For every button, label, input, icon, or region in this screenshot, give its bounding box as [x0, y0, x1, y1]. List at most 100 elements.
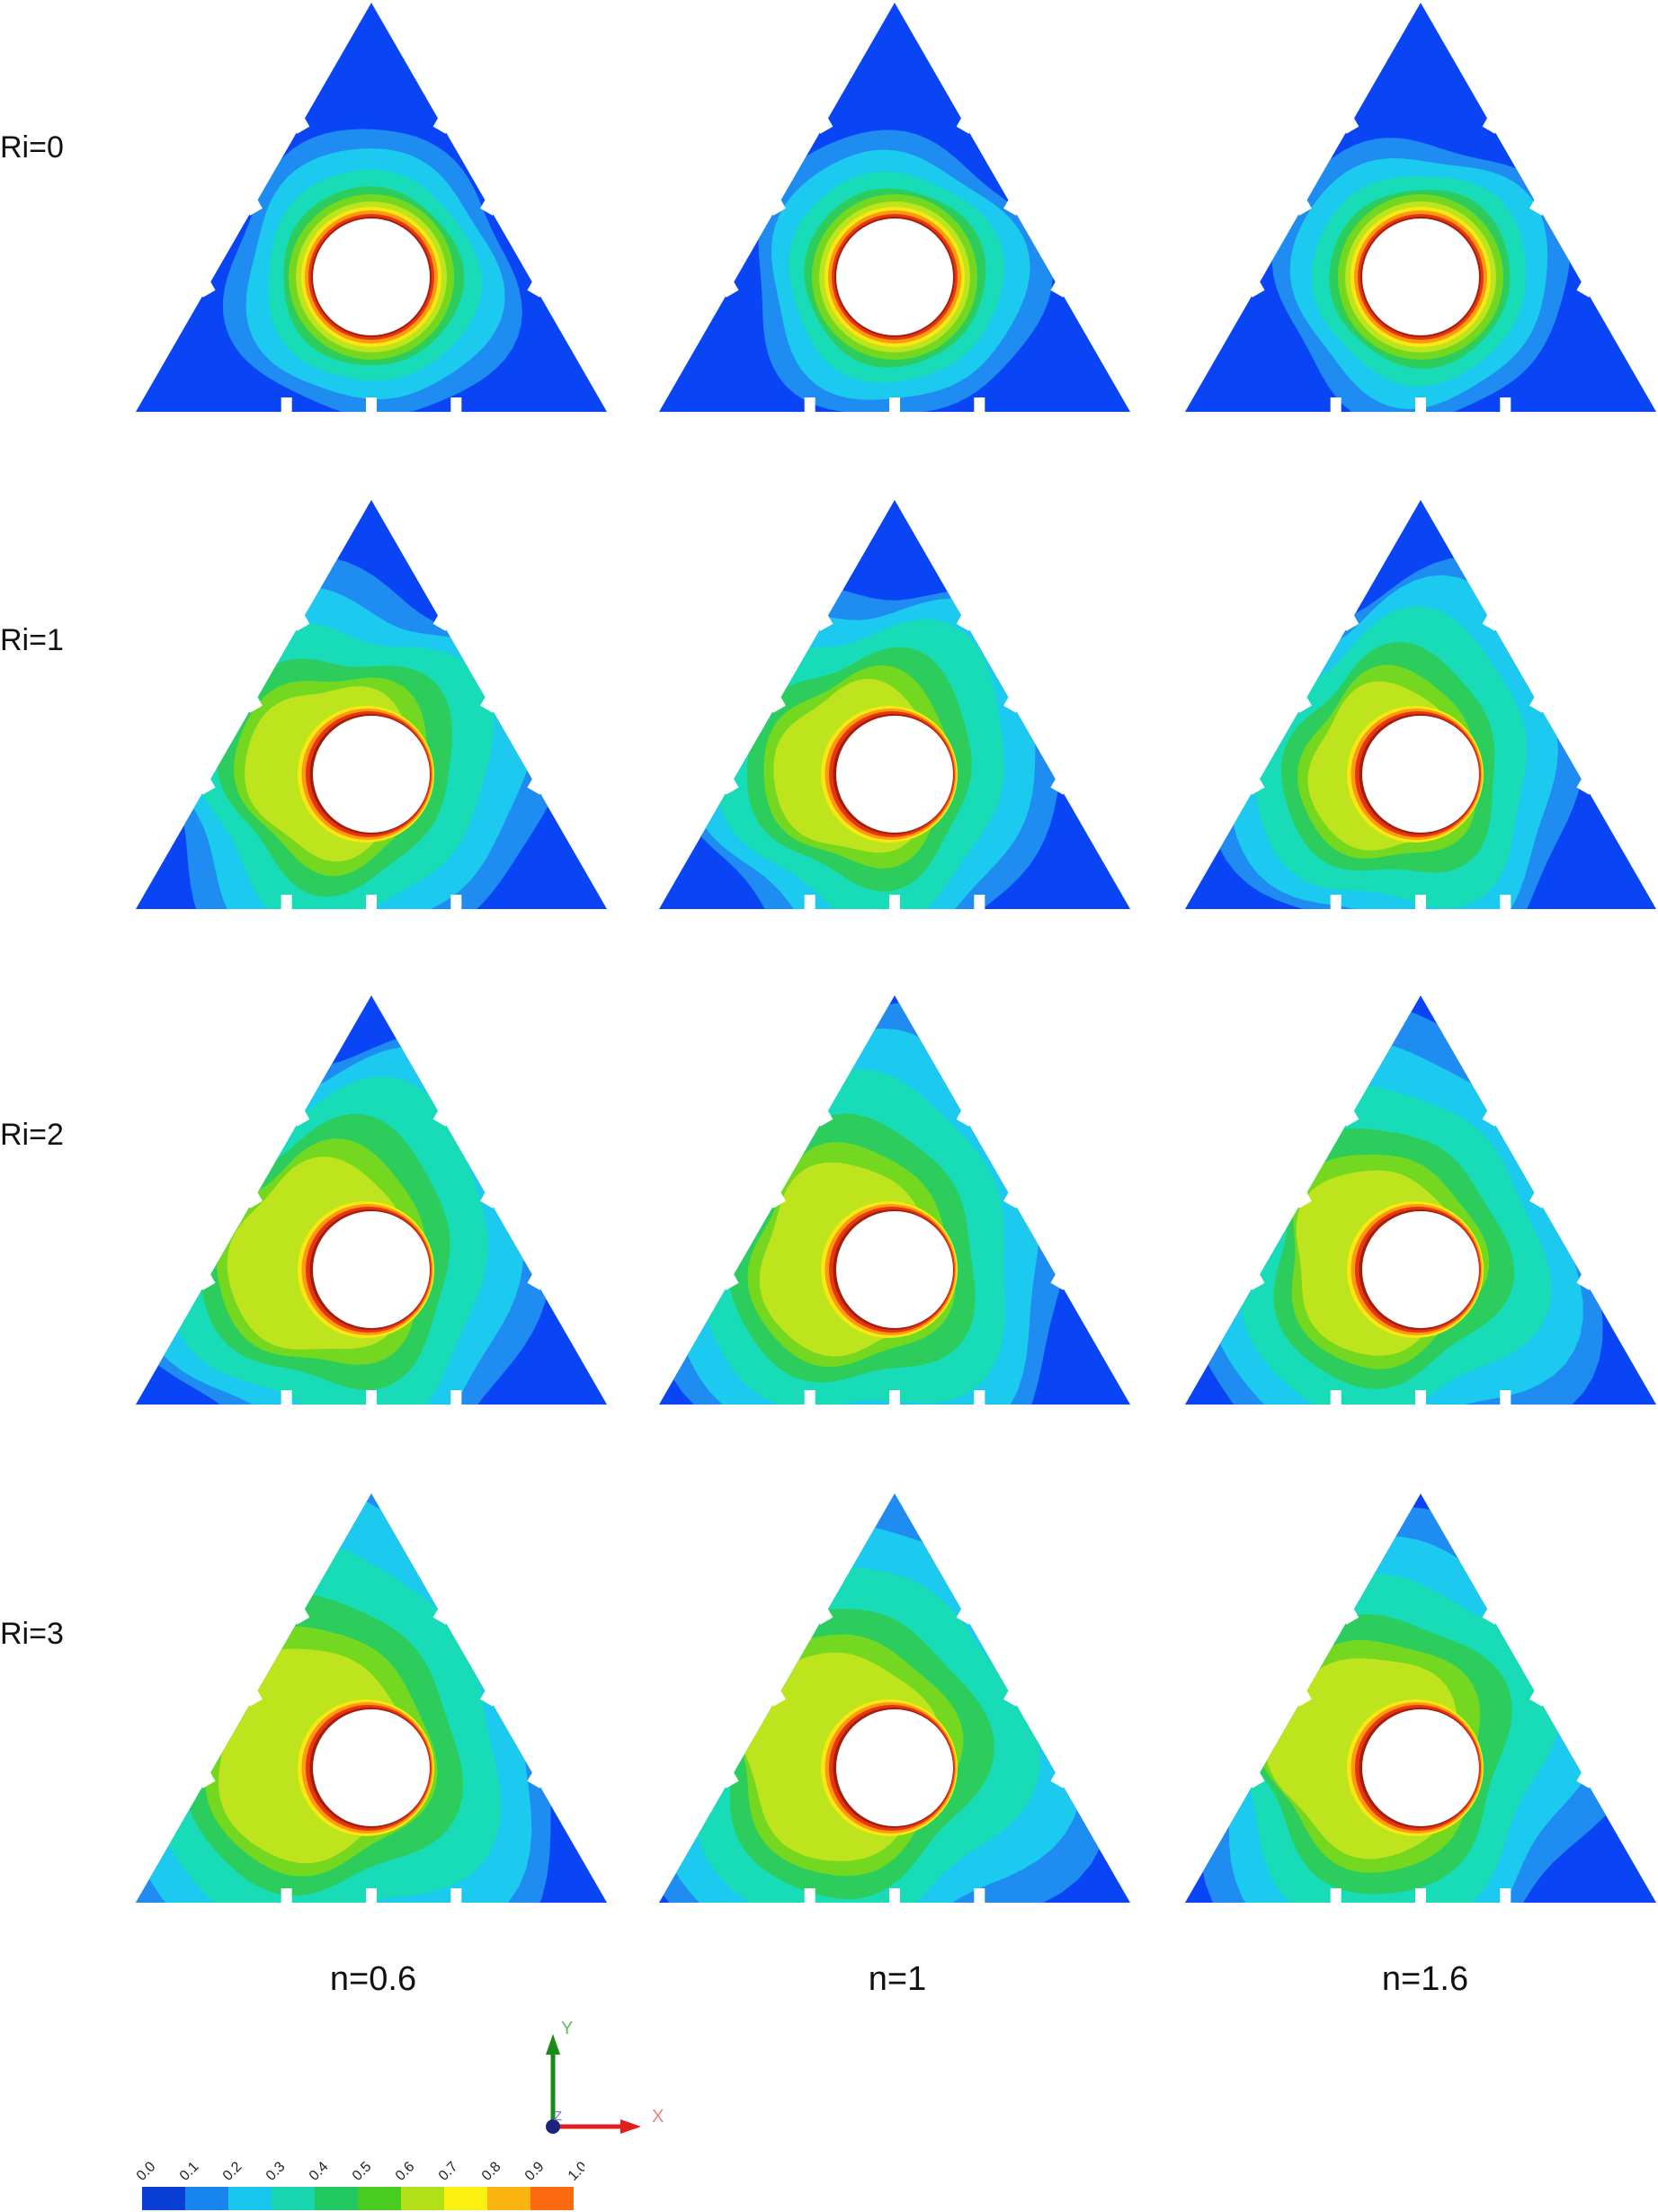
side-notch-right-2 [1003, 696, 1021, 713]
bottom-notch-2 [889, 1390, 900, 1405]
inner-cylinder [313, 1211, 430, 1328]
bottom-notch-2 [889, 895, 900, 909]
colorbar-legend: 0.0 0.1 0.2 0.3 0.4 0.5 0.6 0.7 0.8 0.9 1.0 [135, 2159, 584, 2210]
side-notch-left-3 [1246, 1273, 1265, 1290]
side-notch-left-1 [291, 614, 310, 631]
side-notch-right-2 [480, 696, 498, 713]
bottom-notch-3 [450, 895, 462, 909]
side-notch-right-3 [1050, 778, 1069, 795]
contour-panel-r2c2 [1185, 995, 1656, 1405]
side-notch-left-1 [1341, 117, 1359, 134]
colorbar-tick-0: 0.0 [135, 2159, 159, 2184]
bottom-notch-3 [1500, 1390, 1511, 1405]
bottom-notch-2 [366, 397, 377, 412]
row-label-ri-3: Ri=3 [0, 1617, 64, 1651]
side-notch-left-1 [815, 1608, 833, 1625]
side-notch-left-3 [720, 1273, 739, 1290]
side-notch-right-2 [480, 199, 498, 216]
bottom-notch-3 [1500, 895, 1511, 909]
colorbar-swatch-5 [358, 2187, 401, 2210]
side-notch-right-1 [432, 117, 451, 134]
bottom-notch-2 [366, 895, 377, 909]
inner-cylinder [836, 1211, 953, 1328]
bottom-notch-1 [1330, 895, 1342, 909]
side-notch-right-3 [527, 1273, 546, 1290]
y-axis-arrowhead [546, 2034, 560, 2055]
colorbar-tick-2: 0.2 [220, 2159, 245, 2184]
bottom-notch-2 [1415, 1390, 1426, 1405]
bottom-notch-2 [1415, 1888, 1426, 1903]
side-notch-right-1 [432, 614, 451, 631]
bottom-notch-1 [804, 1390, 816, 1405]
side-notch-right-3 [1050, 1273, 1069, 1290]
inner-cylinder [836, 219, 953, 335]
side-notch-right-3 [527, 281, 546, 298]
colorbar-swatch-4 [315, 2187, 358, 2210]
colorbar-swatch-0 [142, 2187, 185, 2210]
side-notch-left-3 [1246, 281, 1265, 298]
side-notch-left-2 [768, 1690, 786, 1707]
colorbar-swatch-3 [272, 2187, 315, 2210]
inner-cylinder [836, 1709, 953, 1826]
side-notch-right-3 [1050, 1771, 1069, 1788]
side-notch-right-3 [1576, 1771, 1595, 1788]
side-notch-left-2 [245, 199, 263, 216]
side-notch-left-3 [720, 1771, 739, 1788]
side-notch-left-2 [245, 696, 263, 713]
bottom-notch-1 [281, 1888, 292, 1903]
colorbar-swatch-9 [530, 2187, 574, 2210]
side-notch-right-2 [480, 1690, 498, 1707]
side-notch-left-3 [720, 281, 739, 298]
bottom-notch-1 [804, 895, 816, 909]
contour-panel-r0c0 [136, 3, 607, 412]
side-notch-left-3 [197, 281, 216, 298]
colorbar-tick-4: 0.4 [307, 2159, 332, 2184]
contour-panel-r1c2 [1185, 500, 1656, 909]
side-notch-right-1 [956, 117, 975, 134]
bottom-notch-3 [1500, 397, 1511, 412]
side-notch-right-3 [1576, 281, 1595, 298]
x-axis-label: X [652, 2107, 664, 2127]
z-axis-dot [546, 2119, 560, 2134]
colorbar-tick-1: 0.1 [177, 2159, 202, 2184]
bottom-notch-2 [366, 1888, 377, 1903]
side-notch-right-2 [1529, 1191, 1547, 1209]
inner-cylinder [313, 1709, 430, 1826]
side-notch-left-1 [291, 1608, 310, 1625]
bottom-notch-1 [804, 397, 816, 412]
bottom-notch-1 [281, 895, 292, 909]
colorbar-tick-9: 0.9 [522, 2159, 548, 2184]
bottom-notch-2 [1415, 397, 1426, 412]
row-label-ri-2: Ri=2 [0, 1118, 64, 1152]
side-notch-right-2 [1529, 1690, 1547, 1707]
side-notch-left-1 [1341, 614, 1359, 631]
side-notch-left-2 [768, 1191, 786, 1209]
contour-panel-r2c0 [136, 995, 607, 1405]
contour-fill [659, 1494, 1110, 1903]
side-notch-right-1 [432, 1608, 451, 1625]
bottom-notch-1 [281, 397, 292, 412]
side-notch-right-1 [956, 1110, 975, 1127]
side-notch-left-2 [1294, 1690, 1312, 1707]
side-notch-right-1 [956, 614, 975, 631]
bottom-notch-3 [974, 397, 985, 412]
bottom-notch-3 [1500, 1888, 1511, 1903]
side-notch-right-3 [527, 778, 546, 795]
side-notch-right-1 [1482, 1608, 1501, 1625]
side-notch-left-3 [197, 778, 216, 795]
side-notch-left-3 [1246, 778, 1265, 795]
bottom-notch-3 [450, 1390, 462, 1405]
row-label-ri-0: Ri=0 [0, 130, 64, 165]
colorbar-tick-3: 0.3 [263, 2159, 289, 2184]
side-notch-left-1 [1341, 1110, 1359, 1127]
bottom-notch-3 [974, 1390, 985, 1405]
column-label-n-0-6: n=0.6 [329, 1960, 417, 1998]
side-notch-left-2 [1294, 199, 1312, 216]
side-notch-right-3 [1576, 778, 1595, 795]
bottom-notch-3 [974, 1888, 985, 1903]
side-notch-left-2 [1294, 1191, 1312, 1209]
bottom-notch-3 [450, 397, 462, 412]
column-label-n-1: n=1 [868, 1960, 927, 1998]
colorbar-tick-8: 0.8 [479, 2159, 504, 2184]
side-notch-right-1 [432, 1110, 451, 1127]
